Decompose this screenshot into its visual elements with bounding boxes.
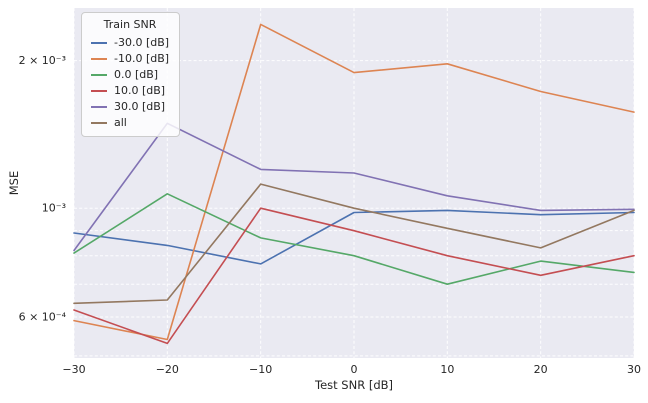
x-axis-label: Test SNR [dB] <box>314 378 394 392</box>
x-tick-label: 20 <box>534 363 548 376</box>
legend-item: 30.0 [dB] <box>91 99 169 115</box>
x-tick-label: −10 <box>249 363 272 376</box>
legend-item: 10.0 [dB] <box>91 83 169 99</box>
series-line-0-0-db <box>73 193 635 286</box>
legend-swatch <box>91 58 107 60</box>
legend-item-label: -30.0 [dB] <box>114 36 170 49</box>
y-tick-label: 2 × 10⁻³ <box>19 54 66 67</box>
legend-swatch <box>91 106 107 108</box>
series-line-10-0-db <box>73 207 635 345</box>
series-line-30-0-db <box>73 209 635 265</box>
legend: Train SNR -30.0 [dB] -10.0 [dB] 0.0 [dB] 10… <box>81 12 181 137</box>
legend-items: -30.0 [dB] -10.0 [dB] 0.0 [dB] 10.0 [dB] 30.… <box>91 35 169 131</box>
legend-item-label: all <box>114 116 127 129</box>
legend-item: -30.0 [dB] <box>91 35 169 51</box>
legend-swatch <box>91 42 107 44</box>
legend-swatch <box>91 90 107 92</box>
legend-item-label: 0.0 [dB] <box>114 68 159 81</box>
legend-item-label: 10.0 [dB] <box>114 84 166 97</box>
legend-item: -10.0 [dB] <box>91 51 169 67</box>
series-line-10-0-db <box>73 23 635 341</box>
y-axis-label: MSE <box>7 170 21 196</box>
legend-item-label: -10.0 [dB] <box>114 52 170 65</box>
legend-item-label: 30.0 [dB] <box>114 100 166 113</box>
series-line-all <box>73 183 635 305</box>
legend-swatch <box>91 74 107 76</box>
legend-swatch <box>91 122 107 124</box>
legend-title: Train SNR <box>103 18 157 31</box>
legend-item: 0.0 [dB] <box>91 67 169 83</box>
x-tick-label: −20 <box>156 363 179 376</box>
x-tick-label: −30 <box>62 363 85 376</box>
x-tick-label: 10 <box>440 363 454 376</box>
y-tick-label: 10⁻³ <box>42 202 66 215</box>
y-tick-label: 6 × 10⁻⁴ <box>19 311 67 324</box>
x-tick-label: 30 <box>627 363 641 376</box>
x-tick-label: 0 <box>351 363 358 376</box>
legend-item: all <box>91 115 169 131</box>
